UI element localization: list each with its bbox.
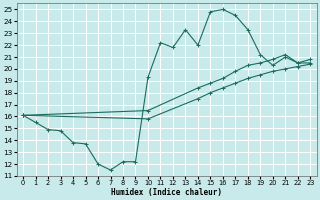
X-axis label: Humidex (Indice chaleur): Humidex (Indice chaleur) <box>111 188 222 197</box>
